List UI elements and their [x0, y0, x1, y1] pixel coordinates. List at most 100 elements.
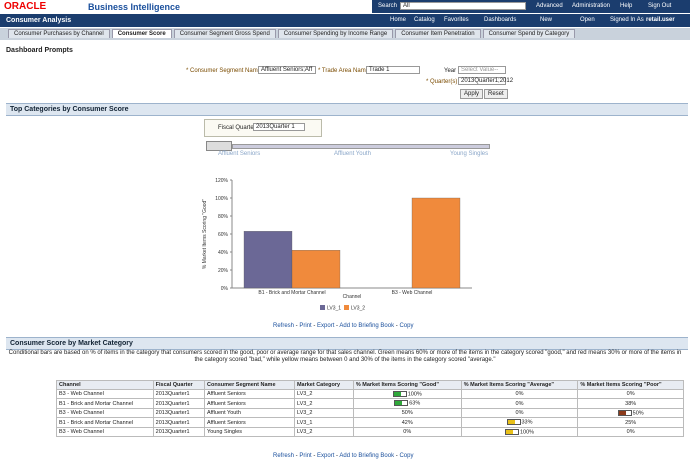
table-cell: LV3_2	[293, 388, 354, 400]
nav-bar	[0, 14, 690, 27]
cell-text: 63%	[409, 400, 421, 407]
tabs: Consumer Purchases by Channel Consumer Sc…	[8, 29, 577, 38]
nav-link[interactable]: Home	[390, 17, 407, 23]
search-label: Search	[378, 3, 398, 9]
table-cell: Affluent Seniors	[204, 417, 295, 428]
reset-button[interactable]: Reset	[484, 89, 508, 99]
section-title: Top Categories by Consumer Score	[6, 103, 688, 116]
search-scope[interactable]: All	[400, 2, 526, 10]
table-cell: B3 - Web Channel	[56, 407, 154, 419]
cell-text: 2013Quarter1	[155, 400, 190, 407]
header-link[interactable]: Advanced	[536, 3, 563, 9]
link[interactable]: Add to Briefing Book	[339, 323, 395, 329]
cell-text: LV3_2	[296, 391, 313, 398]
x-tick-label: B1 - Brick and Mortar Channel	[258, 290, 325, 296]
link[interactable]: Print	[299, 453, 312, 459]
table-cell: LV3_2	[293, 407, 354, 419]
header-link[interactable]: Help	[620, 3, 633, 9]
table-cell: Affluent Seniors	[204, 388, 295, 400]
tab[interactable]: Consumer Spending by Income Range	[277, 29, 394, 38]
y-tick-label: 120%	[215, 178, 228, 184]
table-cell: 0%	[577, 388, 684, 400]
table-cell: 38%	[577, 398, 684, 409]
cell-text: B1 - Brick and Mortar Channel	[59, 400, 133, 407]
prompt-select[interactable]: Affluent Seniors;Aff	[258, 66, 316, 74]
table-cell: 42%	[352, 417, 462, 428]
column-header: Fiscal Quarter	[152, 380, 206, 390]
legend-swatch	[344, 305, 349, 310]
tab[interactable]: Consumer Segment Gross Spend	[173, 29, 276, 38]
table-cell: B1 - Brick and Mortar Channel	[56, 417, 154, 428]
y-tick-label: 100%	[215, 196, 228, 202]
nav-link[interactable]: New	[540, 17, 553, 23]
y-tick-label: 20%	[218, 268, 229, 274]
tab[interactable]: Consumer Score	[111, 29, 172, 38]
slider-controls[interactable]	[206, 141, 232, 151]
link[interactable]: Export	[317, 453, 335, 459]
link[interactable]: Copy	[399, 453, 414, 459]
header-link[interactable]: Sign Out	[648, 3, 672, 9]
tab[interactable]: Consumer Spend by Category	[482, 29, 576, 38]
nav-link[interactable]: Catalog	[414, 17, 435, 23]
cell-text: 0%	[515, 400, 524, 407]
cell-text: 0%	[626, 391, 635, 398]
conditional-bar	[506, 419, 521, 426]
link[interactable]: Export	[317, 323, 335, 329]
prompt-label: * Consumer Segment Name(s)	[186, 68, 269, 74]
slider-label: Affluent Youth	[334, 151, 371, 157]
cell-text: Affluent Youth	[207, 410, 241, 417]
cell-text: 42%	[401, 419, 413, 426]
fiscal-select[interactable]: 2013Quarter 1	[253, 123, 305, 131]
apply-button[interactable]: Apply	[460, 89, 484, 99]
user-name[interactable]: retail.user	[646, 17, 675, 23]
description: Conditional bars are based on % of items…	[8, 350, 682, 363]
table-row: B1 - Brick and Mortar Channel 2013Quarter…	[56, 398, 684, 409]
conditional-bar	[392, 391, 407, 397]
cell-text: 0%	[403, 429, 412, 436]
table-cell: 63%	[352, 398, 462, 409]
y-tick-label: 80%	[218, 214, 229, 220]
table-cell: Affluent Seniors	[204, 398, 295, 409]
header-link[interactable]: Administration	[572, 3, 611, 9]
cell-text: LV3_1	[296, 419, 313, 426]
table-cell: Affluent Youth	[204, 407, 295, 419]
prompt-select[interactable]: 2013Quarter1;2012	[458, 77, 513, 85]
table-row: B1 - Brick and Mortar Channel 2013Quarter…	[56, 417, 684, 428]
table-cell: B3 - Web Channel	[56, 426, 154, 438]
link[interactable]: Print	[299, 323, 312, 329]
legend-swatch	[320, 305, 325, 310]
table-cell: B3 - Web Channel	[56, 388, 154, 400]
table-cell: 2013Quarter1	[152, 388, 206, 400]
header-row: Channel Fiscal Quarter Consumer Segment Na…	[56, 380, 684, 390]
prompt-select[interactable]: Select Value--	[458, 66, 506, 74]
cell-text: 2013Quarter1	[155, 429, 190, 436]
cell-text: 25%	[625, 419, 637, 426]
nav-link[interactable]: Favorites	[444, 17, 469, 23]
y-axis-title: % Market Items Scoring "Good"	[202, 199, 208, 269]
product-name: Business Intelligence	[88, 2, 181, 12]
cell-text: 50%	[632, 410, 644, 417]
cell-text: B3 - Web Channel	[59, 429, 104, 436]
nav-link[interactable]: Open	[580, 17, 595, 23]
table-cell: 2013Quarter1	[152, 398, 206, 409]
tab[interactable]: Consumer Purchases by Channel	[8, 29, 110, 38]
link[interactable]: Refresh	[273, 323, 295, 329]
y-tick-label: 60%	[218, 232, 229, 238]
table-cell: 2013Quarter1	[152, 407, 206, 419]
table-cell: LV3_2	[293, 398, 354, 409]
table-cell: 0%	[460, 398, 579, 409]
prompts-title: Dashboard Prompts	[6, 47, 73, 54]
prompt-select[interactable]: Trade 1	[366, 66, 420, 74]
table-cell: 0%	[460, 388, 579, 400]
table-cell: 50%	[577, 407, 684, 419]
bar	[243, 231, 293, 289]
slider-track[interactable]	[232, 144, 490, 149]
link[interactable]: Copy	[399, 323, 414, 329]
nav-link[interactable]: Dashboards	[484, 17, 517, 23]
table-cell: 2013Quarter1	[152, 426, 206, 438]
tab[interactable]: Consumer Item Penetration	[395, 29, 481, 38]
y-tick-label: 40%	[218, 250, 229, 256]
link[interactable]: Add to Briefing Book	[339, 453, 395, 459]
link[interactable]: Refresh	[273, 453, 295, 459]
